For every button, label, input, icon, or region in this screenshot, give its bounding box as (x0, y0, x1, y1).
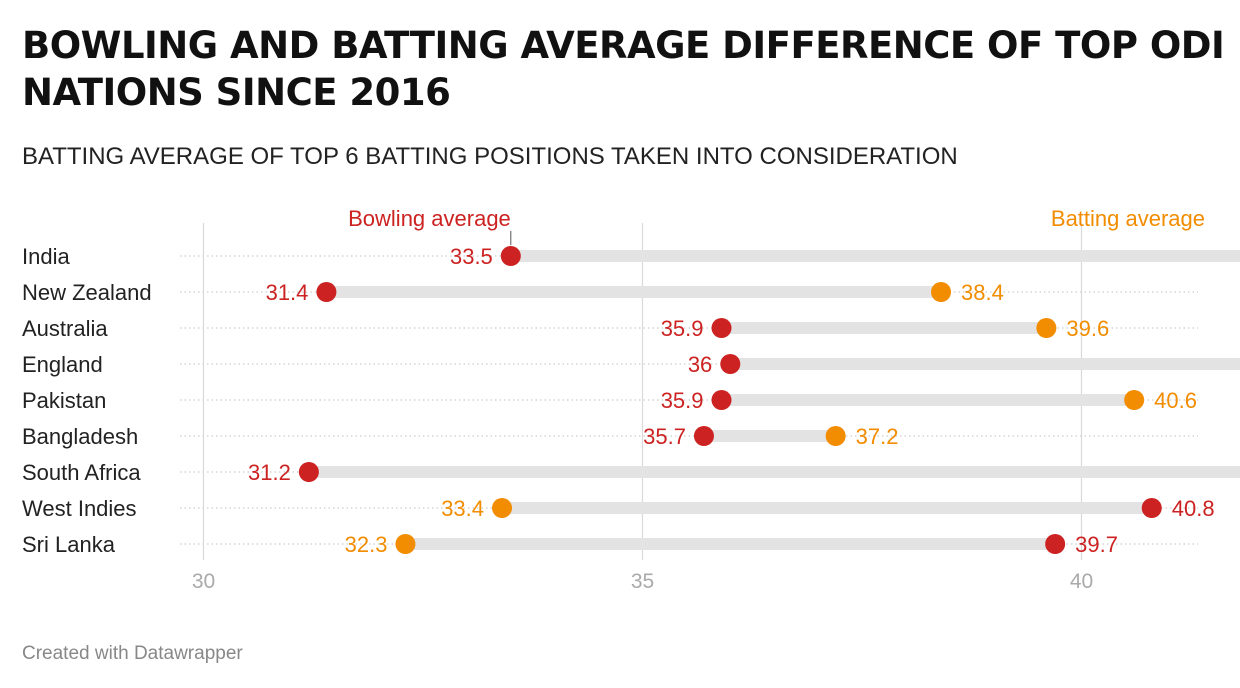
bowling-dot (711, 390, 732, 410)
row-label: England (22, 352, 103, 377)
bowling-value-label: 33.5 (450, 244, 493, 269)
row-label: South Africa (22, 460, 141, 485)
row-label: New Zealand (22, 280, 152, 305)
bowling-dot (711, 318, 732, 338)
chart-title: BOWLING AND BATTING AVERAGE DIFFERENCE O… (22, 24, 1225, 114)
batting-value-label: 32.3 (345, 532, 388, 557)
bowling-value-label: 31.2 (248, 460, 291, 485)
bowling-dot (1045, 534, 1066, 554)
legend-bowling-average: Bowling average (348, 206, 511, 231)
row-label: Bangladesh (22, 424, 138, 449)
row-label: Australia (22, 316, 108, 341)
batting-dot (825, 426, 846, 446)
row-label: India (22, 244, 70, 269)
batting-dot (1124, 390, 1145, 410)
bowling-dot (316, 282, 337, 302)
bowling-value-label: 35.9 (661, 316, 704, 341)
bowling-dot (693, 426, 714, 446)
batting-value-label: 33.4 (441, 496, 484, 521)
bowling-value-label: 35.9 (661, 388, 704, 413)
bowling-value-label: 35.7 (643, 424, 686, 449)
bowling-dot (1141, 498, 1162, 518)
batting-dot (1036, 318, 1057, 338)
footer-credit[interactable]: Created with Datawrapper (22, 643, 243, 664)
row-label: Sri Lanka (22, 532, 116, 557)
batting-dot (395, 534, 416, 554)
bowling-value-label: 31.4 (266, 280, 309, 305)
batting-value-label: 40.6 (1154, 388, 1197, 413)
bowling-dot (720, 354, 741, 374)
row-label: West Indies (22, 496, 137, 521)
row-label: Pakistan (22, 388, 106, 413)
batting-dot (931, 282, 952, 302)
dot-plot-chart: 3035404550IndiaNew ZealandAustraliaEngla… (22, 206, 1240, 593)
bowling-value-label: 40.8 (1172, 496, 1215, 521)
bowling-dot (298, 462, 319, 482)
bowling-dot (500, 246, 521, 266)
batting-dot (492, 498, 513, 518)
x-tick-label: 40 (1070, 570, 1093, 593)
chart-subtitle: BATTING AVERAGE OF TOP 6 BATTING POSITIO… (22, 143, 958, 170)
x-tick-label: 30 (192, 570, 215, 593)
legend-batting-average: Batting average (1051, 206, 1205, 231)
batting-value-label: 39.6 (1066, 316, 1109, 341)
batting-value-label: 38.4 (961, 280, 1004, 305)
batting-value-label: 37.2 (856, 424, 899, 449)
x-tick-label: 35 (631, 570, 654, 593)
bowling-value-label: 39.7 (1075, 532, 1118, 557)
bowling-value-label: 36 (688, 352, 712, 377)
